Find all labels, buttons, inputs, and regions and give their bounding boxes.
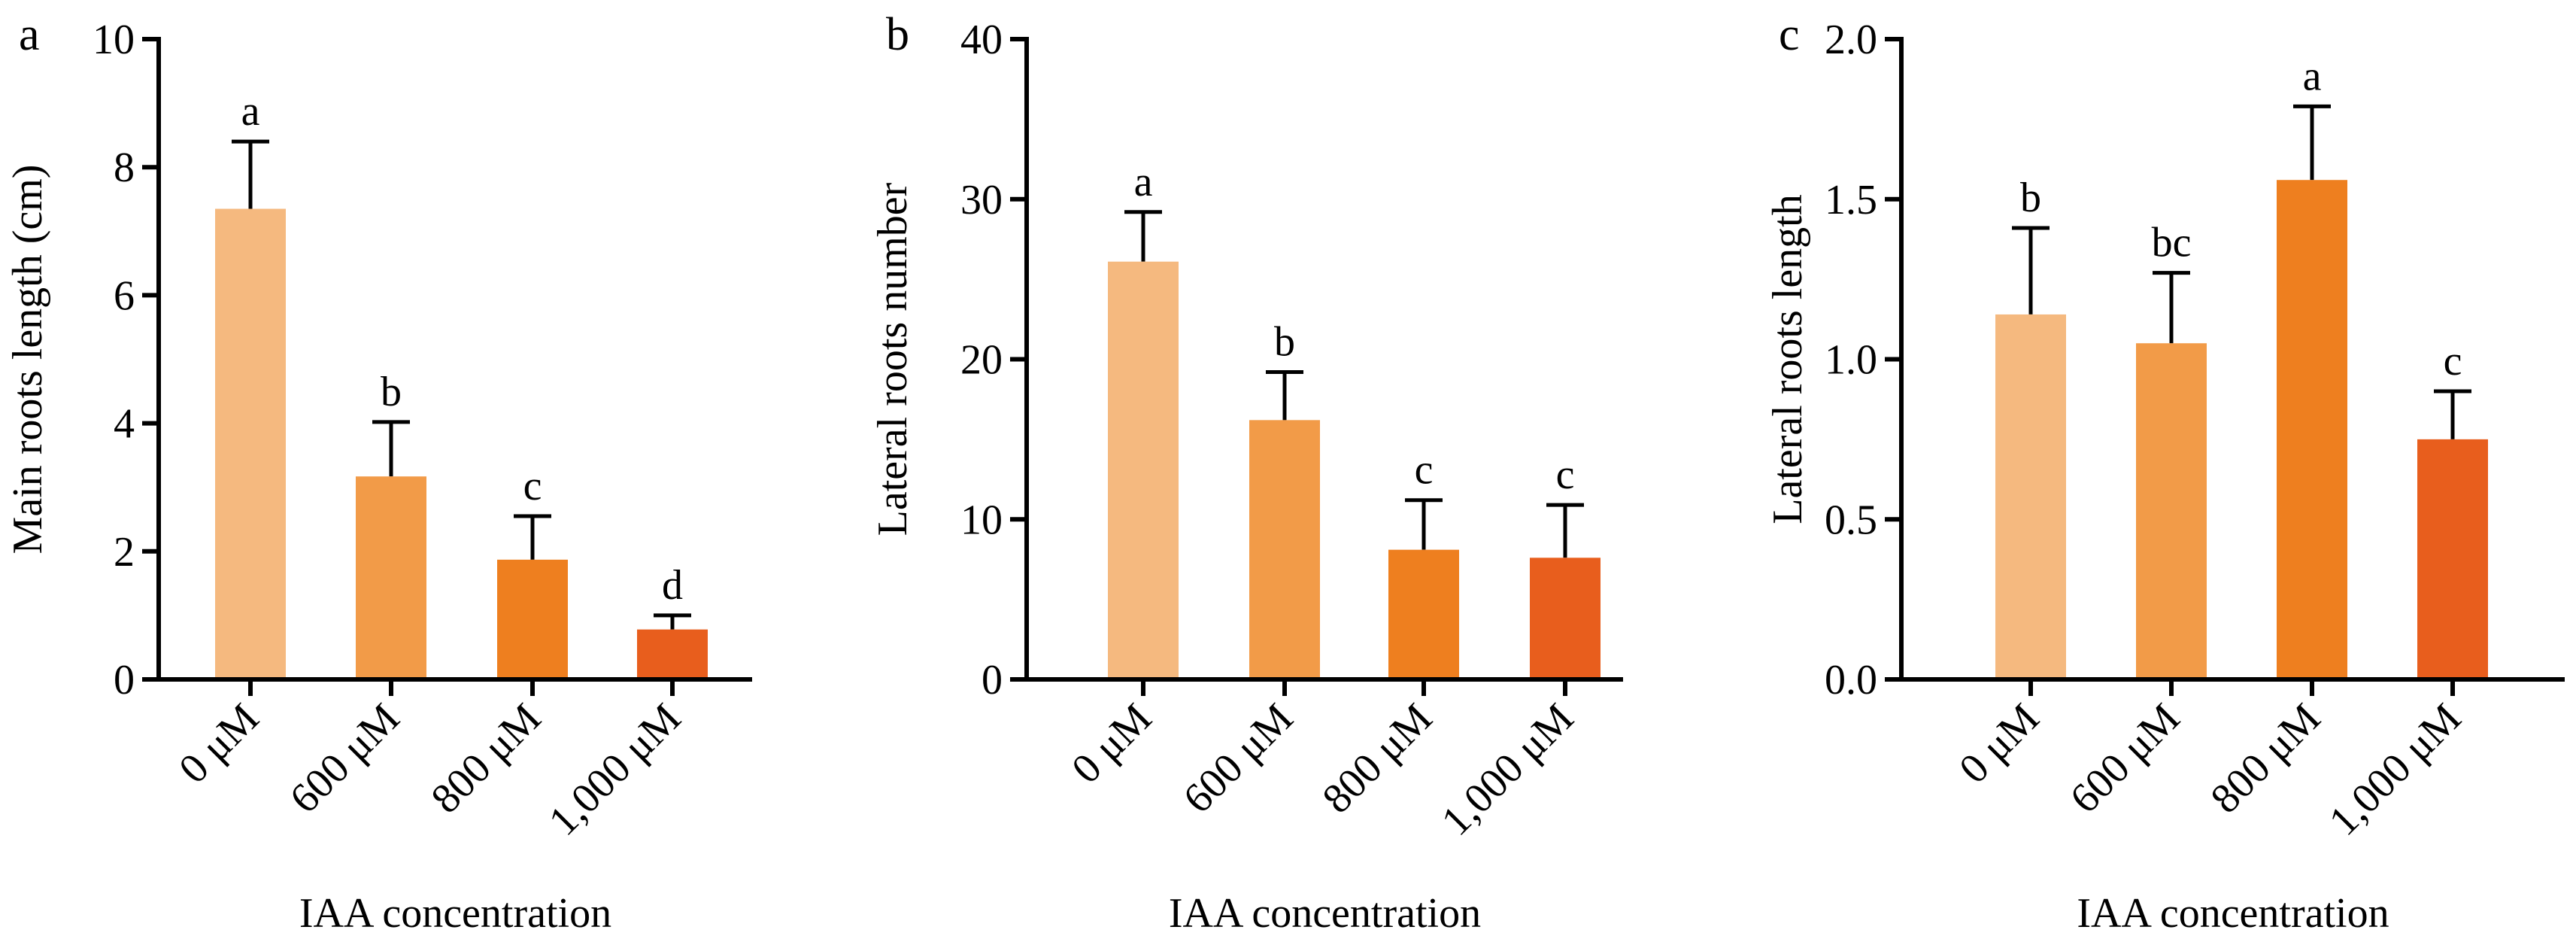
panel-c-1-significance-label: bc — [2152, 220, 2192, 266]
panel-c-x-axis-title: IAA concentration — [2077, 890, 2389, 937]
panel-c-y-tick-label-1: 0.5 — [1825, 497, 1877, 543]
panel-a-x-tick-label-1: 600 μM — [281, 694, 409, 822]
panel-b-x-tick-label-0: 0 μM — [1063, 694, 1161, 792]
panel-c-letter: c — [1779, 9, 1800, 60]
panel-c-1-bar — [2136, 343, 2207, 679]
panel-c-2-significance-label: a — [2303, 53, 2322, 99]
panel-a-0-bar — [215, 208, 286, 679]
panel-a-2-significance-label: c — [523, 463, 542, 509]
panel-b-3-significance-label: c — [1556, 451, 1575, 498]
panel-b-2-significance-label: c — [1415, 447, 1434, 494]
panel-b-y-tick-label-0: 0 — [982, 657, 1003, 703]
panel-b-y-tick-label-4: 40 — [960, 17, 1003, 63]
panel-b-y-tick-label-1: 10 — [960, 497, 1003, 543]
panel-b-3-bar — [1530, 558, 1601, 679]
panel-a-y-tick-label-3: 6 — [114, 272, 135, 319]
panel-c-3-significance-label: c — [2444, 338, 2462, 384]
panel-b-y-tick-label-2: 20 — [960, 337, 1003, 384]
panel-c-y-tick-label-2: 1.0 — [1825, 337, 1877, 384]
panel-a-x-tick-label-2: 800 μM — [423, 694, 551, 822]
panel-c-y-tick-label-0: 0.0 — [1825, 657, 1877, 703]
panel-a-y-tick-label-4: 8 — [114, 144, 135, 191]
panel-c-0-significance-label: b — [2020, 175, 2041, 221]
panel-a-y-tick-label-0: 0 — [114, 657, 135, 703]
panel-b-y-axis-title: Lateral roots number — [869, 182, 916, 536]
panel-a-1-significance-label: b — [381, 369, 402, 415]
panel-c-y-tick-label-4: 2.0 — [1825, 17, 1877, 63]
panel-b-letter: b — [886, 9, 909, 60]
panel-a-0-significance-label: a — [241, 88, 260, 135]
panel-b-x-tick-label-3: 1,000 μM — [1433, 694, 1582, 844]
panel-c-y-axis-title: Lateral roots length — [1764, 194, 1811, 524]
panel-b-1-significance-label: b — [1274, 319, 1295, 366]
panel-c-x-tick-label-0: 0 μM — [1950, 694, 2048, 792]
panel-c-x-tick-label-3: 1,000 μM — [2320, 694, 2470, 844]
panel-b-y-tick-label-3: 30 — [960, 177, 1003, 223]
panel-c-0-bar — [1995, 314, 2066, 679]
panel-c-x-tick-label-2: 800 μM — [2202, 694, 2330, 822]
panel-b-0-bar — [1108, 261, 1179, 679]
panel-a-1-bar — [356, 476, 426, 679]
panel-c-y-tick-label-3: 1.5 — [1825, 177, 1877, 223]
panel-a-x-tick-label-0: 0 μM — [170, 694, 268, 792]
panel-a-2-bar — [497, 559, 568, 679]
panel-b-x-tick-label-1: 600 μM — [1175, 694, 1303, 822]
panel-a-x-axis-title: IAA concentration — [299, 890, 611, 937]
panel-b-x-axis-title: IAA concentration — [1169, 890, 1481, 937]
panel-a-y-tick-label-5: 10 — [93, 17, 135, 63]
panel-c-x-tick-label-1: 600 μM — [2062, 694, 2189, 822]
panel-a-3-significance-label: d — [662, 562, 683, 609]
panel-a-letter: a — [19, 9, 40, 60]
panel-a-x-tick-label-3: 1,000 μM — [540, 694, 690, 844]
panel-b-0-significance-label: a — [1134, 159, 1153, 205]
panel-c-2-bar — [2277, 180, 2347, 680]
panel-a-y-tick-label-1: 2 — [114, 529, 135, 576]
panel-a-y-axis-title: Main roots length (cm) — [5, 165, 51, 555]
panel-b-2-bar — [1388, 549, 1459, 679]
panel-a-3-bar — [637, 629, 708, 679]
panel-a-y-tick-label-2: 4 — [114, 401, 135, 448]
panel-c-3-bar — [2417, 439, 2488, 679]
panel-b-1-bar — [1249, 420, 1320, 679]
panel-b-x-tick-label-2: 800 μM — [1314, 694, 1442, 822]
